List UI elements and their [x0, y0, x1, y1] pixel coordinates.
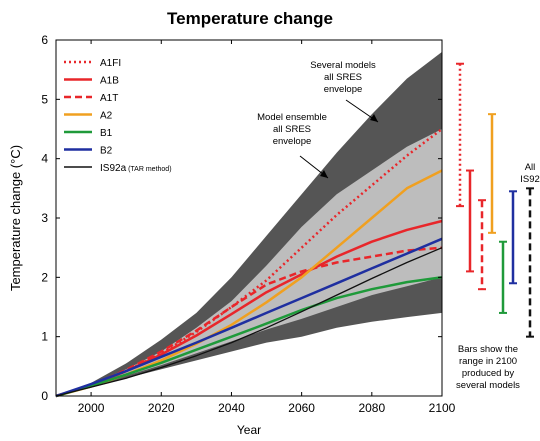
- range-bars-note: produced by: [462, 368, 515, 379]
- envelope-model-ensemble-all-sres-envelope: [56, 129, 442, 396]
- x-tick-label: 2060: [288, 401, 315, 415]
- y-tick-label: 2: [41, 270, 48, 284]
- envelope-several-models-all-sres-envelope: [56, 51, 442, 397]
- y-tick-label: 1: [41, 330, 48, 344]
- range-bars-note: range in 2100: [459, 356, 517, 367]
- inner-envelope-label: all SRES: [273, 124, 311, 135]
- series-lines: [55, 128, 443, 398]
- legend-label-a1t: A1T: [100, 93, 118, 104]
- all-is92-label: IS92: [520, 174, 540, 185]
- y-tick-label: 5: [41, 92, 48, 106]
- x-tick-label: 2020: [148, 401, 175, 415]
- series-line-b1: [55, 276, 443, 398]
- envelopes: [56, 51, 442, 397]
- y-tick-label: 6: [41, 33, 48, 47]
- range-bars-note: Bars show the: [458, 344, 518, 355]
- inner-envelope-arrowhead: [320, 170, 328, 178]
- legend-label-is92a-tar-method: IS92a (TAR method): [100, 163, 172, 174]
- legend-label-a1fi: A1FI: [100, 58, 121, 69]
- x-axis-label: Year: [237, 423, 261, 437]
- series-line-a1fi: [55, 128, 443, 398]
- y-tick-label: 3: [41, 211, 48, 225]
- range-bars-2100: [456, 62, 534, 338]
- x-tick-label: 2040: [218, 401, 245, 415]
- chart-title: Temperature change: [167, 9, 333, 28]
- series-line-b2: [55, 237, 443, 398]
- y-axis-label: Temperature change (°C): [8, 145, 23, 291]
- outer-envelope-label: all SRES: [324, 72, 362, 83]
- outer-envelope-label: envelope: [324, 84, 363, 95]
- outer-envelope-arrowhead: [370, 114, 378, 122]
- all-is92-label: All: [525, 162, 536, 173]
- y-tick-label: 0: [41, 389, 48, 403]
- legend-label-b1: B1: [100, 128, 113, 139]
- y-tick-label: 4: [41, 152, 48, 166]
- series-line-is92a-tar-method: [55, 247, 443, 397]
- outer-envelope-label: Several models: [310, 60, 376, 71]
- x-tick-label: 2000: [78, 401, 105, 415]
- x-tick-label: 2100: [429, 401, 456, 415]
- range-bars-note: several models: [456, 380, 520, 391]
- legend-label-a1b: A1B: [100, 76, 119, 87]
- legend-label-b2: B2: [100, 146, 113, 157]
- legend-label-a2: A2: [100, 111, 113, 122]
- legend: A1FI A1B A1T A2 B1 B2 IS92a (TAR method): [64, 58, 172, 174]
- inner-envelope-label: envelope: [273, 136, 312, 147]
- inner-envelope-label: Model ensemble: [257, 112, 327, 123]
- x-tick-label: 2080: [358, 401, 385, 415]
- axis-ticks: 0 1 2 3 4 5 6 2000 2020 2040 2060 2080 2100: [41, 33, 455, 415]
